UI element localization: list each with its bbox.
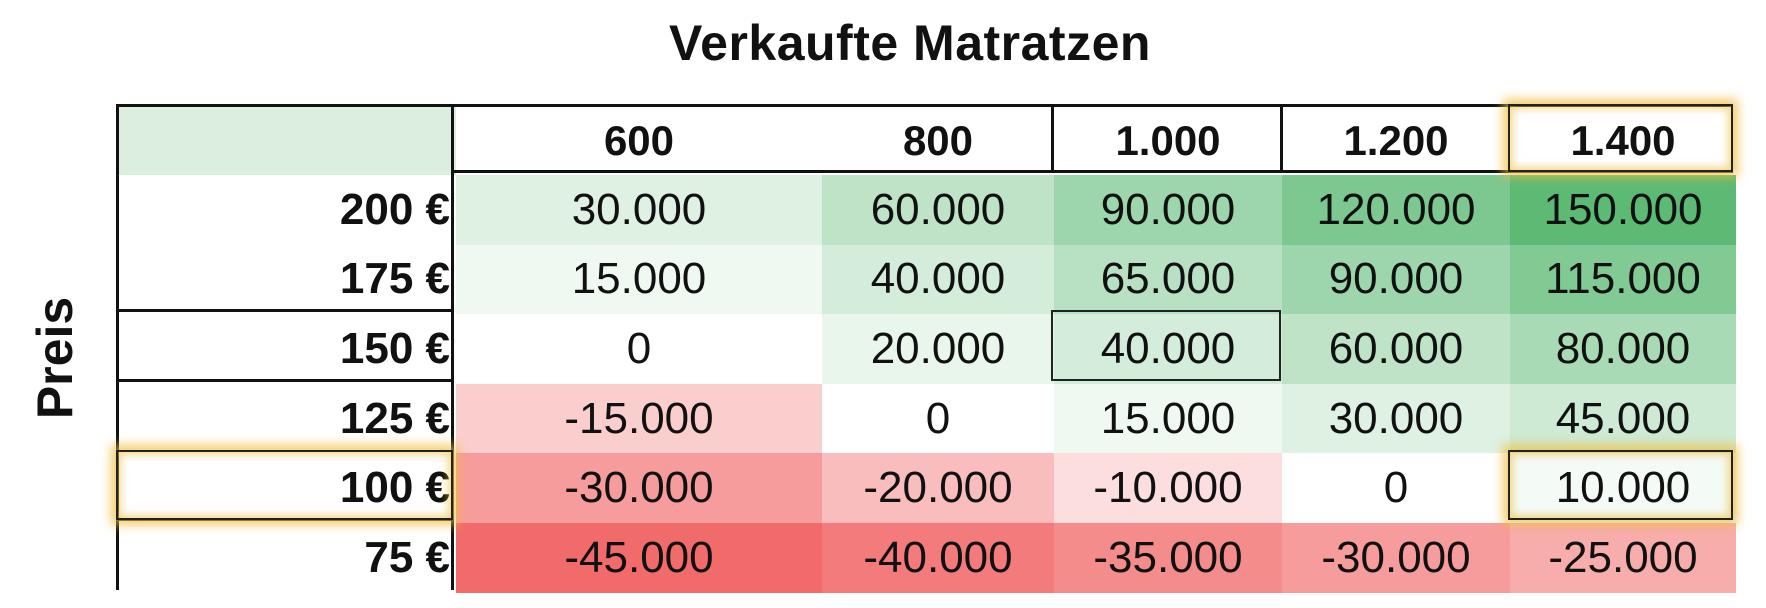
row-header-100: 100 € — [119, 453, 456, 523]
heatmap-cell: -30.000 — [1282, 522, 1510, 593]
heatmap-cell: 45.000 — [1510, 383, 1736, 454]
heatmap-cell: -45.000 — [456, 522, 822, 593]
heatmap-cell: -30.000 — [456, 453, 822, 523]
heatmap-cell: 15.000 — [1054, 383, 1282, 454]
column-header-1-000: 1.000 — [1054, 107, 1282, 175]
heatmap-cell: -35.000 — [1054, 522, 1282, 593]
heatmap-cell: 40.000 — [822, 244, 1054, 315]
column-header-800: 800 — [822, 107, 1054, 175]
heatmap-cell: 0 — [456, 314, 822, 384]
heatmap-cell: 10.000 — [1510, 453, 1736, 523]
heatmap-cell: 90.000 — [1054, 175, 1282, 245]
row-header-75: 75 € — [119, 522, 456, 593]
row-header-150: 150 € — [119, 314, 456, 384]
heatmap-cell: 60.000 — [1282, 314, 1510, 384]
heatmap-table: 600 800 1.000 1.200 1.400 200 €30.000 60.000 90… — [116, 104, 1736, 593]
heatmap-cell: 0 — [1282, 453, 1510, 523]
heatmap-cell: 120.000 — [1282, 175, 1510, 245]
heatmap-cell: -25.000 — [1510, 522, 1736, 593]
corner-cell — [119, 107, 456, 175]
column-header-1-400: 1.400 — [1510, 107, 1736, 175]
heatmap-cell: -15.000 — [456, 383, 822, 454]
heatmap-cell: 115.000 — [1510, 244, 1736, 315]
heatmap-cell: 15.000 — [456, 244, 822, 315]
heatmap-cell: 150.000 — [1510, 175, 1736, 245]
heatmap-cell: -20.000 — [822, 453, 1054, 523]
row-header-175: 175 € — [119, 244, 456, 315]
row-header-200: 200 € — [119, 175, 456, 245]
column-header-1-200: 1.200 — [1282, 107, 1510, 175]
chart-title: Verkaufte Matratzen — [669, 15, 1151, 71]
heatmap-cell: 30.000 — [456, 175, 822, 245]
heatmap-cell: 40.000 — [1054, 314, 1282, 384]
heatmap-cell: 0 — [822, 383, 1054, 454]
column-header-600: 600 — [456, 107, 822, 175]
heatmap-cell: -40.000 — [822, 522, 1054, 593]
heatmap-cell: 90.000 — [1282, 244, 1510, 315]
row-header-125: 125 € — [119, 383, 456, 454]
heatmap-cell: 60.000 — [822, 175, 1054, 245]
heatmap-cell: 65.000 — [1054, 244, 1282, 315]
y-axis-label: Preis — [27, 296, 83, 420]
heatmap-cell: -10.000 — [1054, 453, 1282, 523]
heatmap-cell: 80.000 — [1510, 314, 1736, 384]
heatmap-cell: 20.000 — [822, 314, 1054, 384]
heatmap-cell: 30.000 — [1282, 383, 1510, 454]
